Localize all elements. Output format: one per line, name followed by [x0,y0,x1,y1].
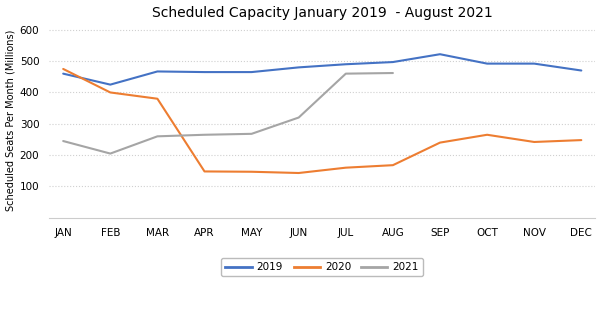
2020 [59,67,67,71]
2019 [578,69,585,72]
2020 [295,171,302,175]
Title: Scheduled Capacity January 2019  - August 2021: Scheduled Capacity January 2019 - August… [152,6,493,20]
2020 [484,133,491,137]
2021 [107,152,114,155]
2019 [154,70,161,73]
2019 [342,62,349,66]
2019 [484,62,491,65]
2020 [201,170,208,173]
2020 [389,163,397,167]
2021 [389,71,397,75]
2020 [436,141,444,144]
2019 [201,70,208,74]
2020 [578,138,585,142]
2020 [531,140,538,144]
Line: 2020: 2020 [63,69,581,173]
2019 [248,70,255,74]
2021 [59,139,67,143]
2019 [107,83,114,87]
2020 [248,170,255,174]
2021 [201,133,208,137]
2019 [436,52,444,56]
2019 [295,65,302,69]
Y-axis label: Scheduled Seats Per Month (Millions): Scheduled Seats Per Month (Millions) [5,30,16,211]
2019 [59,72,67,76]
Line: 2019: 2019 [63,54,581,85]
2020 [107,91,114,94]
Legend: 2019, 2020, 2021: 2019, 2020, 2021 [221,258,423,276]
Line: 2021: 2021 [63,73,393,154]
2021 [248,132,255,136]
2021 [342,72,349,76]
2021 [295,116,302,119]
2019 [389,60,397,64]
2019 [531,62,538,65]
2020 [342,166,349,170]
2020 [154,97,161,100]
2021 [154,134,161,138]
